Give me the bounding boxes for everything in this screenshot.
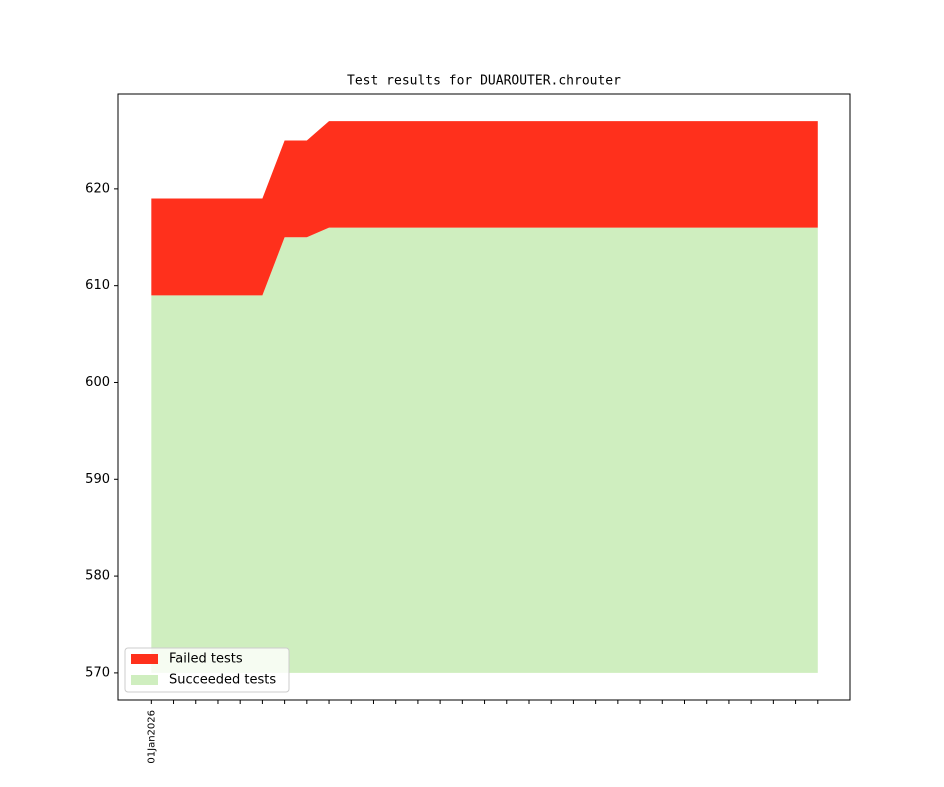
chart-title: Test results for DUAROUTER.chrouter — [347, 74, 621, 89]
y-tick-label: 600 — [85, 375, 110, 390]
legend-swatch — [131, 675, 158, 685]
legend-box — [124, 647, 290, 693]
area — [151, 227, 818, 673]
plot-frame — [117, 93, 851, 701]
x-tick-label: 01Jan2026 — [146, 710, 157, 764]
y-tick-label: 570 — [85, 665, 110, 680]
area — [151, 121, 818, 296]
legend-label: Failed tests — [169, 652, 243, 667]
y-tick-label: 590 — [85, 472, 110, 487]
y-tick-label: 610 — [85, 278, 110, 293]
legend-swatch — [131, 654, 158, 664]
y-tick-label: 580 — [85, 569, 110, 584]
y-tick-label: 620 — [85, 181, 110, 196]
legend-label: Succeeded tests — [169, 673, 276, 688]
